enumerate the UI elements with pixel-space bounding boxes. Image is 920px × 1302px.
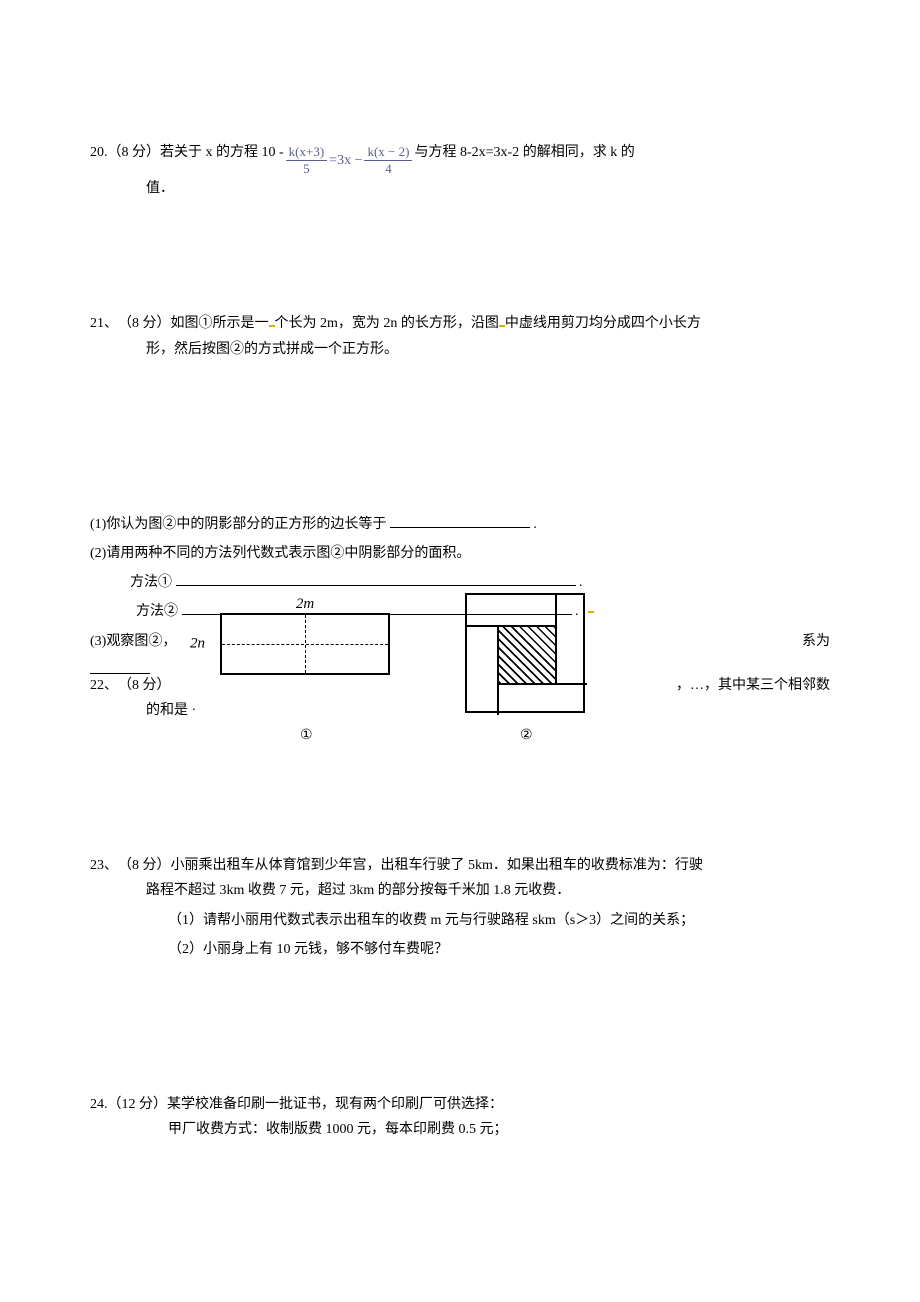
rect-dash-horizontal	[222, 644, 388, 645]
q20-formula: k(x+3) 5 =3x − k(x − 2) 4	[284, 144, 415, 176]
q21-number: 21、	[90, 311, 118, 336]
q21-line1: 21、 （8 分） 如图①所示是一 个长为 2m，宽为 2n 的长方形，沿图 中…	[90, 311, 830, 336]
q20-frac2: k(x − 2) 4	[364, 144, 412, 176]
q24-line2: 甲厂收费方式：收制版费 1000 元，每本印刷费 0.5 元；	[90, 1117, 830, 1142]
q20-mid: =3x −	[329, 148, 362, 173]
q23-points: （8 分）	[118, 853, 171, 878]
square-outer	[465, 593, 585, 713]
q23-text1: 小丽乘出租车从体育馆到少年宫，出租车行驶了 5km．如果出租车的收费标准为：行驶	[171, 853, 703, 878]
q24-number: 24.	[90, 1092, 108, 1117]
q21-method1-label: 方法①	[130, 575, 172, 590]
spacer	[90, 813, 830, 853]
q21-diagram: 2m 2n ① ②	[90, 593, 830, 763]
q21-method1-end: .	[579, 575, 583, 590]
q21-sub2: (2)请用两种不同的方法列代数式表示图②中阴影部分的面积。	[90, 541, 830, 566]
q21-text1b: 个长为 2m，宽为 2n 的长方形，沿图	[275, 311, 499, 336]
q24-text1: 某学校准备印刷一批证书，现有两个印刷厂可供选择：	[167, 1092, 503, 1117]
q21-points: （8 分）	[118, 311, 171, 336]
q23-sub2: （2）小丽身上有 10 元钱，够不够付车费呢？	[90, 937, 830, 962]
q21-sub1-end: .	[533, 517, 537, 532]
spacer	[90, 251, 830, 311]
question-24: 24. （12 分） 某学校准备印刷一批证书，现有两个印刷厂可供选择： 甲厂收费…	[90, 1092, 830, 1142]
blank-fill	[390, 514, 530, 528]
q23-line1: 23、 （8 分） 小丽乘出租车从体育馆到少年宫，出租车行驶了 5km．如果出租…	[90, 853, 830, 878]
question-23: 23、 （8 分） 小丽乘出租车从体育馆到少年宫，出租车行驶了 5km．如果出租…	[90, 853, 830, 962]
q20-frac1-den: 5	[300, 161, 313, 177]
blank-fill	[176, 572, 576, 586]
sq-line	[497, 683, 587, 685]
sq-line	[555, 595, 557, 683]
q21-text1a: 如图①所示是一	[171, 311, 269, 336]
q20-number: 20.	[90, 140, 108, 165]
q20-frac1: k(x+3) 5	[286, 144, 328, 176]
q20-text-post: 与方程 8-2x=3x-2 的解相同，求 k 的	[414, 140, 634, 165]
q23-sub1: （1）请帮小丽用代数式表示出租车的收费 m 元与行驶路程 skm（s＞3）之间的…	[90, 908, 830, 933]
q21-text1c: 中虚线用剪刀均分成四个小长方	[505, 311, 701, 336]
figure-1-label: ①	[300, 723, 313, 748]
label-2n: 2n	[190, 630, 205, 657]
question-20: 20. （8 分） 若关于 x 的方程 10 - k(x+3) 5 =3x − …	[90, 140, 830, 201]
figure-2-label: ②	[520, 723, 533, 748]
q20-points: （8 分）	[108, 140, 161, 165]
shaded-region	[499, 627, 555, 683]
q23-number: 23、	[90, 853, 118, 878]
q21-sub1: (1)你认为图②中的阴影部分的正方形的边长等于 .	[90, 512, 830, 537]
q24-points: （12 分）	[108, 1092, 168, 1117]
spacer	[90, 1012, 830, 1092]
q20-line1: 20. （8 分） 若关于 x 的方程 10 - k(x+3) 5 =3x − …	[90, 140, 830, 176]
q21-line2: 形，然后按图②的方式拼成一个正方形。	[90, 337, 830, 362]
q20-frac2-den: 4	[382, 161, 395, 177]
q21-method1: 方法① .	[90, 570, 830, 595]
q20-text-pre: 若关于 x 的方程 10 -	[160, 140, 284, 165]
figure-1-rectangle: 2m 2n	[220, 613, 390, 675]
rect-outer	[220, 613, 390, 675]
figure-2-square	[465, 593, 585, 713]
q21-sub1-text: (1)你认为图②中的阴影部分的正方形的边长等于	[90, 517, 386, 532]
q20-frac1-num: k(x+3)	[286, 144, 328, 161]
q23-line2: 路程不超过 3km 收费 7 元，超过 3km 的部分按每千米加 1.8 元收费…	[90, 878, 830, 903]
q24-line1: 24. （12 分） 某学校准备印刷一批证书，现有两个印刷厂可供选择：	[90, 1092, 830, 1117]
q20-frac2-num: k(x − 2)	[364, 144, 412, 161]
q20-line2: 值．	[90, 176, 830, 201]
question-21: 21、 （8 分） 如图①所示是一 个长为 2m，宽为 2n 的长方形，沿图 中…	[90, 311, 830, 763]
